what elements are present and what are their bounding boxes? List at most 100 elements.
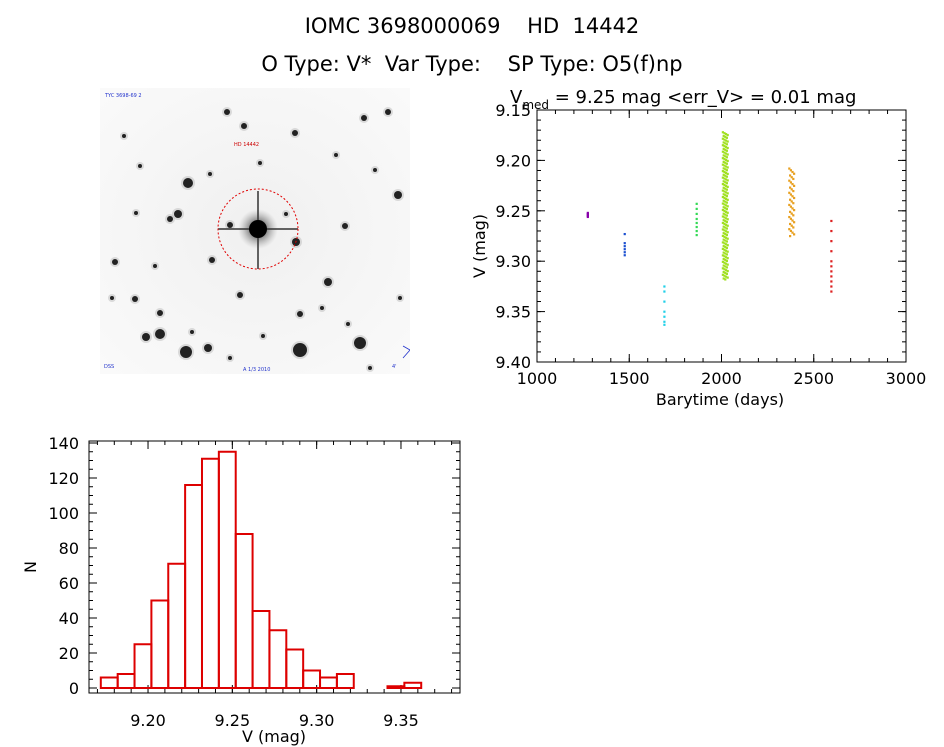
field-star bbox=[394, 191, 402, 199]
hist-bar bbox=[217, 450, 237, 689]
lc-point bbox=[724, 168, 727, 171]
field-star bbox=[138, 164, 142, 168]
lc-point bbox=[792, 177, 795, 181]
lc-point bbox=[793, 209, 796, 212]
lc-point bbox=[788, 228, 791, 231]
field-star bbox=[241, 123, 247, 129]
lc-point bbox=[791, 195, 794, 198]
field-star bbox=[204, 344, 212, 352]
lc-point bbox=[793, 233, 796, 236]
hist-ytick-label: 140 bbox=[48, 434, 79, 453]
lc-point bbox=[724, 171, 728, 175]
lc-point bbox=[830, 285, 833, 288]
lc-point bbox=[726, 153, 729, 156]
lc-point bbox=[726, 192, 729, 195]
lc-point bbox=[791, 207, 794, 210]
lc-point bbox=[723, 229, 726, 232]
lc-point bbox=[663, 315, 666, 318]
lc-point bbox=[724, 258, 727, 262]
lc-point bbox=[724, 220, 727, 223]
lc-point bbox=[723, 164, 726, 167]
field-star bbox=[110, 296, 114, 300]
lc-point bbox=[726, 140, 729, 143]
lc-point bbox=[788, 203, 791, 207]
lc-point bbox=[724, 223, 728, 226]
lc-point bbox=[623, 245, 626, 248]
lc-point bbox=[724, 161, 727, 164]
sky-label-bottomright: 4' bbox=[392, 364, 397, 370]
hist-xtick-label: 9.35 bbox=[383, 711, 419, 730]
lc-point bbox=[725, 175, 728, 178]
lc-point bbox=[788, 191, 791, 194]
field-star bbox=[227, 222, 233, 228]
lc-point bbox=[726, 270, 729, 273]
light-curve-chart: Vmed = 9.25 mag <err_V> = 0.01 mag 1000 1… bbox=[470, 87, 927, 409]
lc-point bbox=[724, 271, 727, 275]
lc-point bbox=[788, 179, 791, 182]
lc-point bbox=[724, 243, 728, 246]
lc-point bbox=[724, 210, 728, 213]
lc-xtick-label: 2500 bbox=[793, 369, 834, 388]
lc-point bbox=[721, 163, 724, 166]
field-star bbox=[346, 322, 350, 326]
lc-point bbox=[726, 276, 729, 279]
field-star bbox=[398, 296, 402, 300]
lc-point bbox=[723, 203, 726, 206]
field-star bbox=[190, 330, 194, 334]
lc-point bbox=[722, 154, 725, 157]
lc-point bbox=[725, 220, 728, 224]
field-star bbox=[157, 310, 163, 316]
hist-bar bbox=[319, 676, 338, 689]
lc-point bbox=[723, 209, 726, 213]
hist-bar bbox=[116, 673, 136, 689]
hist-ytick-label: 40 bbox=[59, 609, 79, 628]
lc-point bbox=[791, 170, 794, 174]
lc-point bbox=[724, 152, 728, 155]
lc-point bbox=[725, 182, 728, 185]
lc-point bbox=[726, 185, 729, 188]
lc-point bbox=[722, 186, 725, 189]
lc-point bbox=[721, 189, 724, 192]
lc-point bbox=[723, 151, 726, 154]
field-star bbox=[237, 292, 243, 298]
lc-point bbox=[789, 193, 793, 196]
lc-point bbox=[724, 200, 727, 203]
lc-point bbox=[722, 238, 725, 241]
lc-point bbox=[830, 275, 833, 278]
lc-xtick-label: 3000 bbox=[886, 369, 927, 388]
field-star bbox=[361, 115, 367, 121]
lc-point bbox=[722, 251, 725, 254]
lc-point bbox=[725, 259, 728, 263]
lc-point bbox=[721, 202, 724, 205]
lc-point bbox=[724, 249, 728, 252]
lc-point bbox=[663, 290, 666, 293]
lc-point bbox=[721, 234, 724, 238]
lc-point bbox=[722, 180, 725, 183]
lc-point bbox=[722, 147, 725, 151]
lc-point bbox=[724, 239, 727, 242]
lc-point bbox=[724, 245, 727, 249]
hist-axes: 9.20 9.25 9.30 9.35 0 20 40 60 80 100 120 140 bbox=[48, 434, 460, 730]
lc-point bbox=[724, 217, 728, 220]
lc-point bbox=[722, 270, 725, 274]
lc-point bbox=[722, 193, 725, 196]
field-star bbox=[209, 257, 215, 263]
hist-ytick-label: 80 bbox=[59, 539, 79, 558]
field-star bbox=[324, 278, 332, 286]
lc-point bbox=[793, 196, 796, 200]
lc-point bbox=[726, 231, 729, 234]
lc-point bbox=[726, 244, 729, 247]
lc-point bbox=[723, 222, 726, 226]
lc-point bbox=[726, 211, 729, 214]
lc-point bbox=[724, 265, 727, 268]
field-star bbox=[180, 346, 192, 358]
lc-point bbox=[724, 278, 727, 281]
lc-point bbox=[793, 172, 796, 175]
lc-point bbox=[726, 237, 729, 240]
field-star bbox=[112, 259, 118, 265]
lc-point bbox=[722, 173, 725, 176]
lc-point bbox=[830, 250, 833, 253]
lc-point bbox=[725, 227, 728, 230]
hist-ylabel: N bbox=[21, 561, 40, 573]
lc-point bbox=[695, 233, 698, 237]
